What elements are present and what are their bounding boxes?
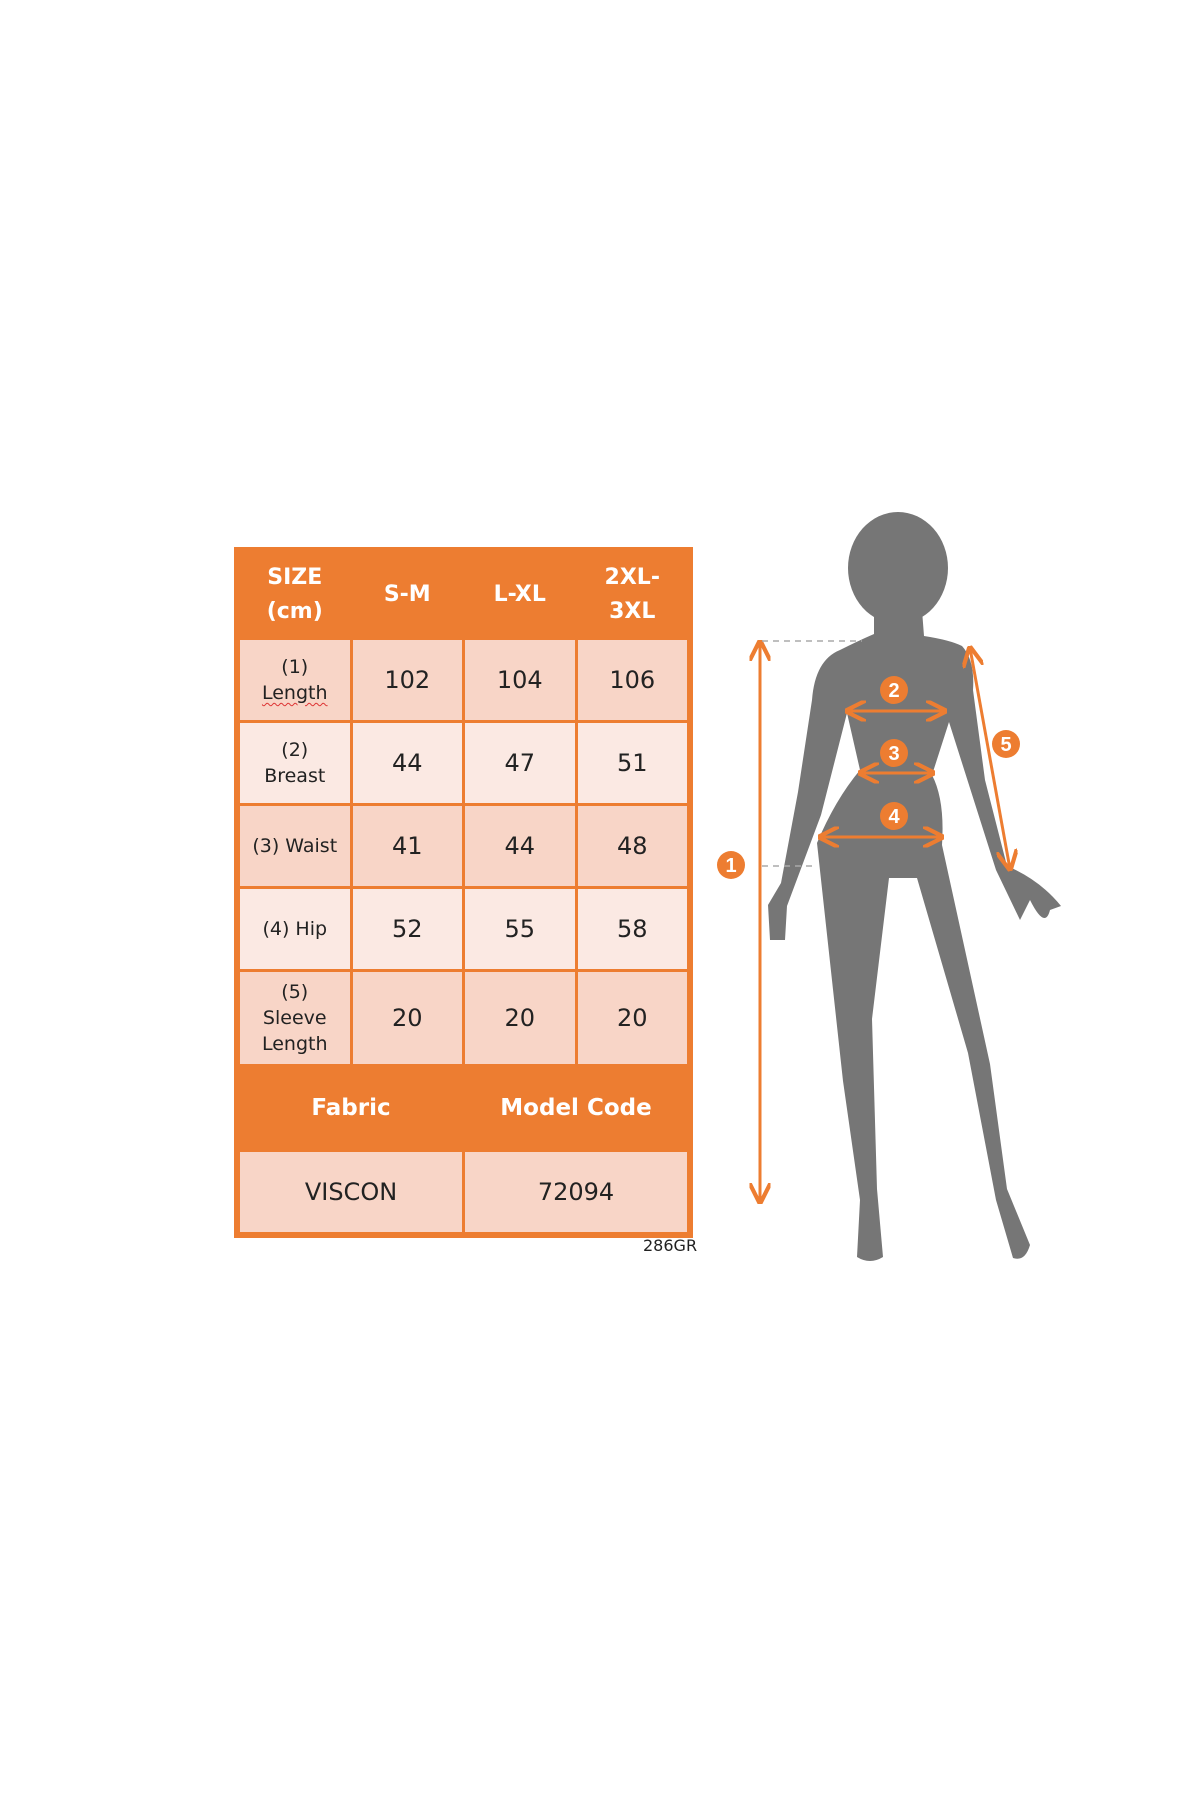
cell: 44 bbox=[352, 723, 462, 803]
cell: 104 bbox=[465, 640, 575, 720]
measurement-lines bbox=[760, 642, 1010, 1202]
footer-value-row: VISCON 72094 bbox=[240, 1152, 687, 1232]
marker-2: 2 bbox=[880, 676, 908, 704]
markers: 1 2 3 4 5 bbox=[717, 676, 1020, 879]
svg-text:4: 4 bbox=[888, 806, 900, 828]
model-code-label: Model Code bbox=[465, 1067, 687, 1149]
product-code: 286GR bbox=[643, 1236, 698, 1255]
cell: 20 bbox=[352, 972, 462, 1064]
cell: 44 bbox=[465, 806, 575, 886]
row-label: (3) Waist bbox=[240, 806, 350, 886]
cell: 48 bbox=[577, 806, 687, 886]
size-s-m: S-M bbox=[352, 553, 462, 637]
model-code-value: 72094 bbox=[465, 1152, 687, 1232]
row-hip: (4) Hip 52 55 58 bbox=[240, 889, 687, 969]
row-length: (1) Length 102 104 106 bbox=[240, 640, 687, 720]
size-l-xl: L-XL bbox=[465, 553, 575, 637]
size-2xl-3xl: 2XL- 3XL bbox=[577, 553, 687, 637]
sleeve-arrow bbox=[970, 648, 1010, 869]
cell: 58 bbox=[577, 889, 687, 969]
row-label: (1) Length bbox=[240, 640, 350, 720]
fabric-value: VISCON bbox=[240, 1152, 462, 1232]
row-breast: (2) Breast 44 47 51 bbox=[240, 723, 687, 803]
header-row: SIZE (cm) S-M L-XL 2XL- 3XL bbox=[240, 553, 687, 637]
marker-4: 4 bbox=[880, 802, 908, 830]
svg-text:3: 3 bbox=[888, 743, 899, 765]
cell: 20 bbox=[577, 972, 687, 1064]
svg-text:1: 1 bbox=[725, 855, 736, 877]
row-label: (4) Hip bbox=[240, 889, 350, 969]
row-waist: (3) Waist 41 44 48 bbox=[240, 806, 687, 886]
cell: 52 bbox=[352, 889, 462, 969]
cell: 55 bbox=[465, 889, 575, 969]
svg-text:2: 2 bbox=[888, 680, 899, 702]
row-sleeve-length: (5) Sleeve Length 20 20 20 bbox=[240, 972, 687, 1064]
marker-1: 1 bbox=[717, 851, 745, 879]
silhouette-head bbox=[848, 512, 948, 624]
size-header: SIZE (cm) bbox=[240, 553, 350, 637]
fabric-label: Fabric bbox=[240, 1067, 462, 1149]
cell: 47 bbox=[465, 723, 575, 803]
cell: 51 bbox=[577, 723, 687, 803]
silhouette bbox=[768, 512, 1061, 1261]
cell: 106 bbox=[577, 640, 687, 720]
marker-3: 3 bbox=[880, 739, 908, 767]
cell: 20 bbox=[465, 972, 575, 1064]
footer-header-row: Fabric Model Code bbox=[240, 1067, 687, 1149]
row-label: (2) Breast bbox=[240, 723, 350, 803]
size-chart-table: SIZE (cm) S-M L-XL 2XL- 3XL (1) Length 102 … bbox=[234, 547, 693, 1238]
row-label: (5) Sleeve Length bbox=[240, 972, 350, 1064]
marker-5: 5 bbox=[992, 730, 1020, 758]
svg-text:5: 5 bbox=[1000, 734, 1011, 756]
cell: 102 bbox=[352, 640, 462, 720]
cell: 41 bbox=[352, 806, 462, 886]
silhouette-body bbox=[768, 610, 1061, 1261]
